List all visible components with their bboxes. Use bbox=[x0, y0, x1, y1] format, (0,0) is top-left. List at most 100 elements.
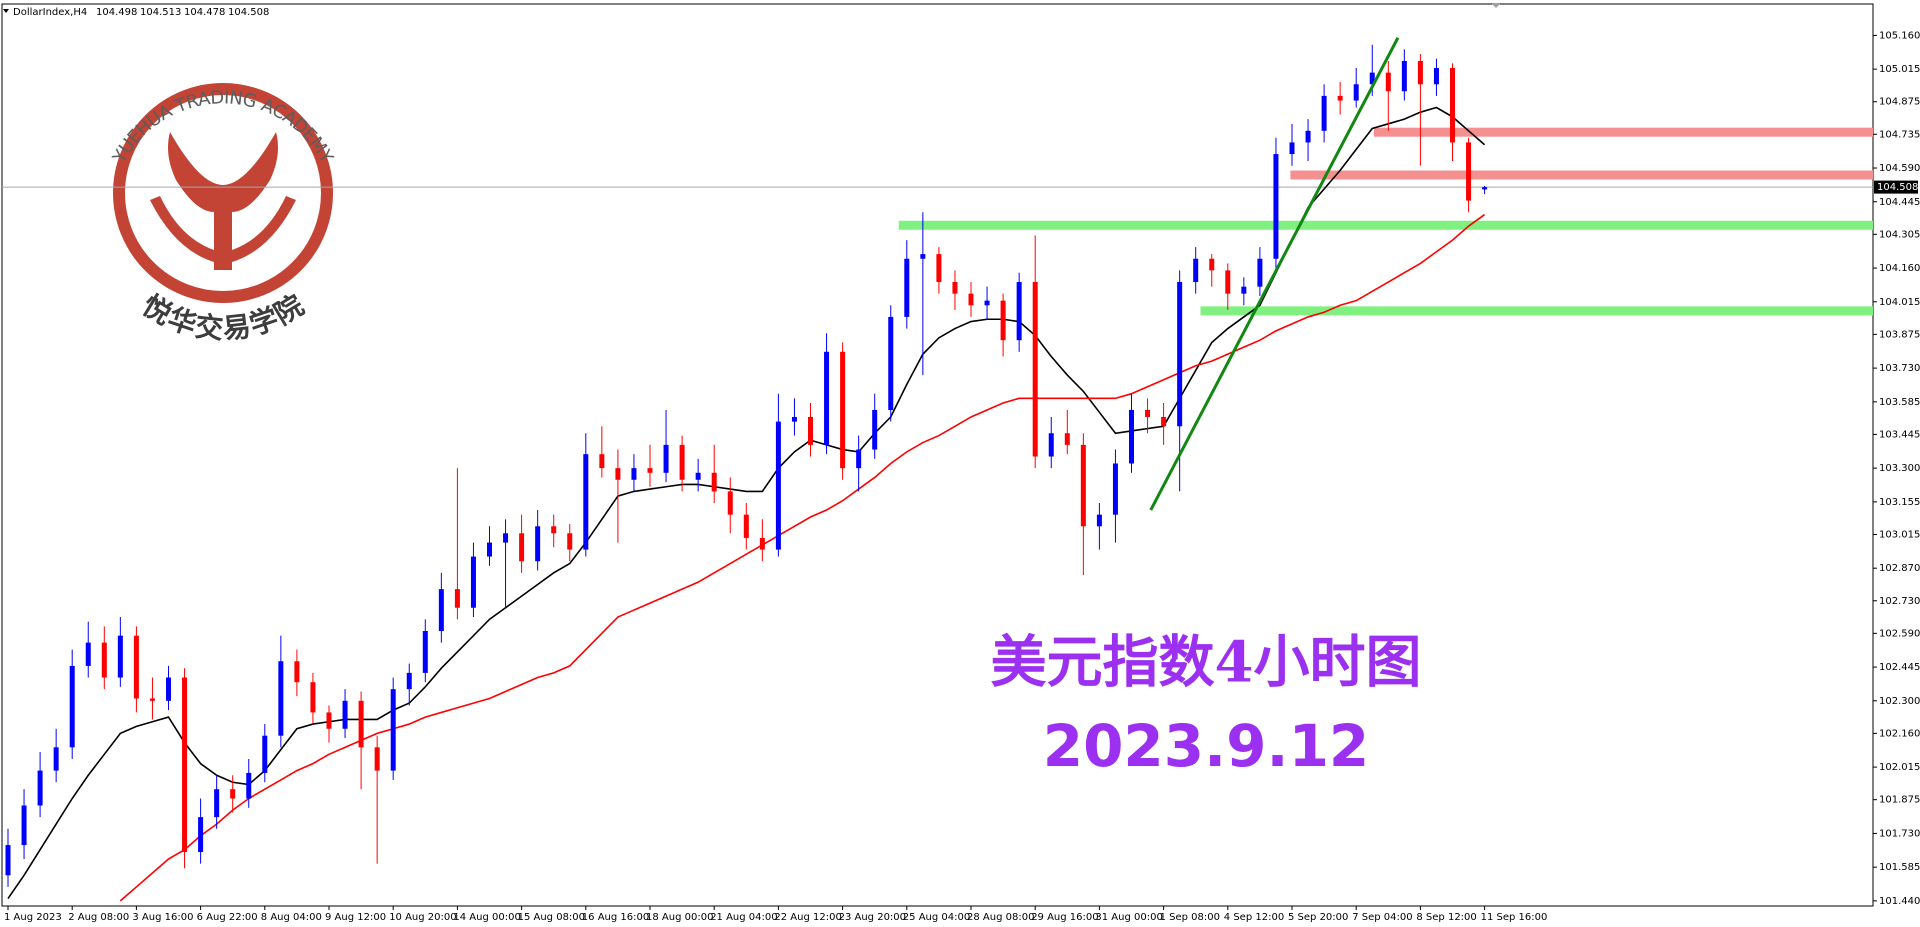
candle-body bbox=[791, 416, 797, 422]
candle-body bbox=[246, 772, 252, 799]
trendline bbox=[1149, 37, 1400, 511]
candle-body bbox=[615, 468, 621, 480]
candle-body bbox=[133, 635, 139, 699]
candle-body bbox=[663, 444, 669, 473]
candle-body bbox=[487, 542, 492, 557]
header-close: 104.508 bbox=[228, 7, 269, 18]
candle-body bbox=[711, 472, 717, 492]
y-tick-label: 102.590 bbox=[1879, 628, 1920, 639]
y-tick-label: 104.735 bbox=[1879, 129, 1920, 140]
y-tick-label: 103.155 bbox=[1879, 497, 1920, 508]
candle-body bbox=[1433, 67, 1439, 85]
y-tick-label: 102.160 bbox=[1879, 728, 1920, 739]
level-zone bbox=[1373, 127, 1873, 137]
candle-body bbox=[166, 677, 171, 701]
y-tick-label: 103.300 bbox=[1879, 463, 1920, 474]
y-tick-label: 104.305 bbox=[1879, 229, 1920, 240]
price-label: 104.508 bbox=[1877, 182, 1918, 193]
candle-body bbox=[567, 533, 573, 550]
candle-body bbox=[1241, 286, 1247, 294]
level-zone bbox=[898, 220, 1873, 230]
candle-body bbox=[182, 677, 188, 853]
x-tick-label: 10 Aug 20:00 bbox=[389, 912, 456, 923]
overlay-title: 美元指数4小时图 bbox=[991, 630, 1422, 696]
x-tick-label: 1 Sep 08:00 bbox=[1160, 912, 1220, 923]
candle-body bbox=[262, 735, 268, 773]
y-tick-label: 101.585 bbox=[1879, 862, 1920, 873]
logo-leaves bbox=[150, 196, 296, 262]
candle-body bbox=[310, 682, 316, 713]
x-tick-label: 4 Sep 12:00 bbox=[1224, 912, 1284, 923]
candle-body bbox=[1257, 258, 1263, 287]
candle-body bbox=[53, 747, 59, 771]
candle-body bbox=[583, 454, 589, 550]
candle-body bbox=[101, 642, 107, 678]
overlay-date: 2023.9.12 bbox=[1043, 712, 1370, 780]
x-tick-label: 22 Aug 12:00 bbox=[774, 912, 841, 923]
candle-body bbox=[904, 258, 910, 317]
y-tick-label: 105.160 bbox=[1879, 30, 1920, 41]
moving-average bbox=[119, 213, 1486, 902]
x-tick-label: 28 Aug 08:00 bbox=[967, 912, 1034, 923]
candle-body bbox=[1177, 282, 1183, 427]
candle-body bbox=[198, 817, 204, 853]
x-tick-label: 18 Aug 00:00 bbox=[646, 912, 713, 923]
candle-body bbox=[326, 712, 332, 729]
candle-body bbox=[1064, 433, 1070, 445]
candle-body bbox=[149, 698, 155, 701]
moving-average bbox=[7, 106, 1486, 900]
logo-y bbox=[168, 132, 278, 270]
x-tick-label: 8 Aug 04:00 bbox=[261, 912, 322, 923]
x-tick-label: 31 Aug 00:00 bbox=[1095, 912, 1162, 923]
x-tick-label: 23 Aug 20:00 bbox=[839, 912, 906, 923]
candle-body bbox=[69, 665, 75, 748]
candle-body bbox=[888, 316, 894, 410]
header-high: 104.513 bbox=[140, 7, 181, 18]
x-tick-label: 15 Aug 08:00 bbox=[518, 912, 585, 923]
x-tick-label: 21 Aug 04:00 bbox=[710, 912, 777, 923]
candle-body bbox=[1273, 154, 1279, 259]
candle-body bbox=[1369, 72, 1375, 85]
level-zone bbox=[1290, 170, 1873, 180]
candle-body bbox=[1337, 95, 1343, 101]
candle-body bbox=[1016, 282, 1022, 341]
x-tick-label: 7 Sep 04:00 bbox=[1352, 912, 1412, 923]
candle-body bbox=[117, 635, 123, 678]
candle-body bbox=[214, 789, 220, 818]
candle-body bbox=[390, 689, 396, 771]
shift-marker bbox=[1491, 3, 1501, 8]
candle-body bbox=[631, 468, 637, 480]
x-tick-label: 5 Sep 20:00 bbox=[1288, 912, 1348, 923]
y-tick-label: 102.870 bbox=[1879, 563, 1920, 574]
candle-body bbox=[1482, 187, 1488, 190]
candle-body bbox=[824, 351, 830, 445]
candle-body bbox=[85, 642, 91, 666]
candle-body bbox=[1000, 300, 1006, 341]
header: DollarIndex,H4 104.498 104.513 104.478 1… bbox=[3, 7, 269, 18]
candle-body bbox=[342, 700, 348, 729]
x-tick-label: 8 Sep 12:00 bbox=[1416, 912, 1476, 923]
candle-body bbox=[952, 282, 958, 294]
level-zone bbox=[1200, 306, 1873, 316]
candle-body bbox=[5, 845, 11, 876]
candle-body bbox=[406, 672, 412, 690]
candle-body bbox=[775, 421, 781, 550]
candle-body bbox=[984, 300, 990, 306]
candle-body bbox=[856, 449, 862, 469]
candle-body bbox=[438, 589, 444, 632]
price-label-box bbox=[1874, 180, 1918, 194]
x-tick-label: 3 Aug 16:00 bbox=[132, 912, 193, 923]
y-tick-label: 103.730 bbox=[1879, 363, 1920, 374]
header-symbol: DollarIndex,H4 bbox=[13, 7, 87, 18]
y-tick-label: 104.015 bbox=[1879, 297, 1920, 308]
candle-body bbox=[1305, 130, 1311, 143]
candle-body bbox=[599, 454, 605, 469]
candle-body bbox=[808, 416, 813, 445]
y-tick-label: 103.875 bbox=[1879, 329, 1920, 340]
candle-body bbox=[519, 533, 525, 562]
y-tick-label: 104.160 bbox=[1879, 263, 1920, 274]
candle-body bbox=[1161, 416, 1167, 427]
candle-body bbox=[358, 700, 364, 748]
